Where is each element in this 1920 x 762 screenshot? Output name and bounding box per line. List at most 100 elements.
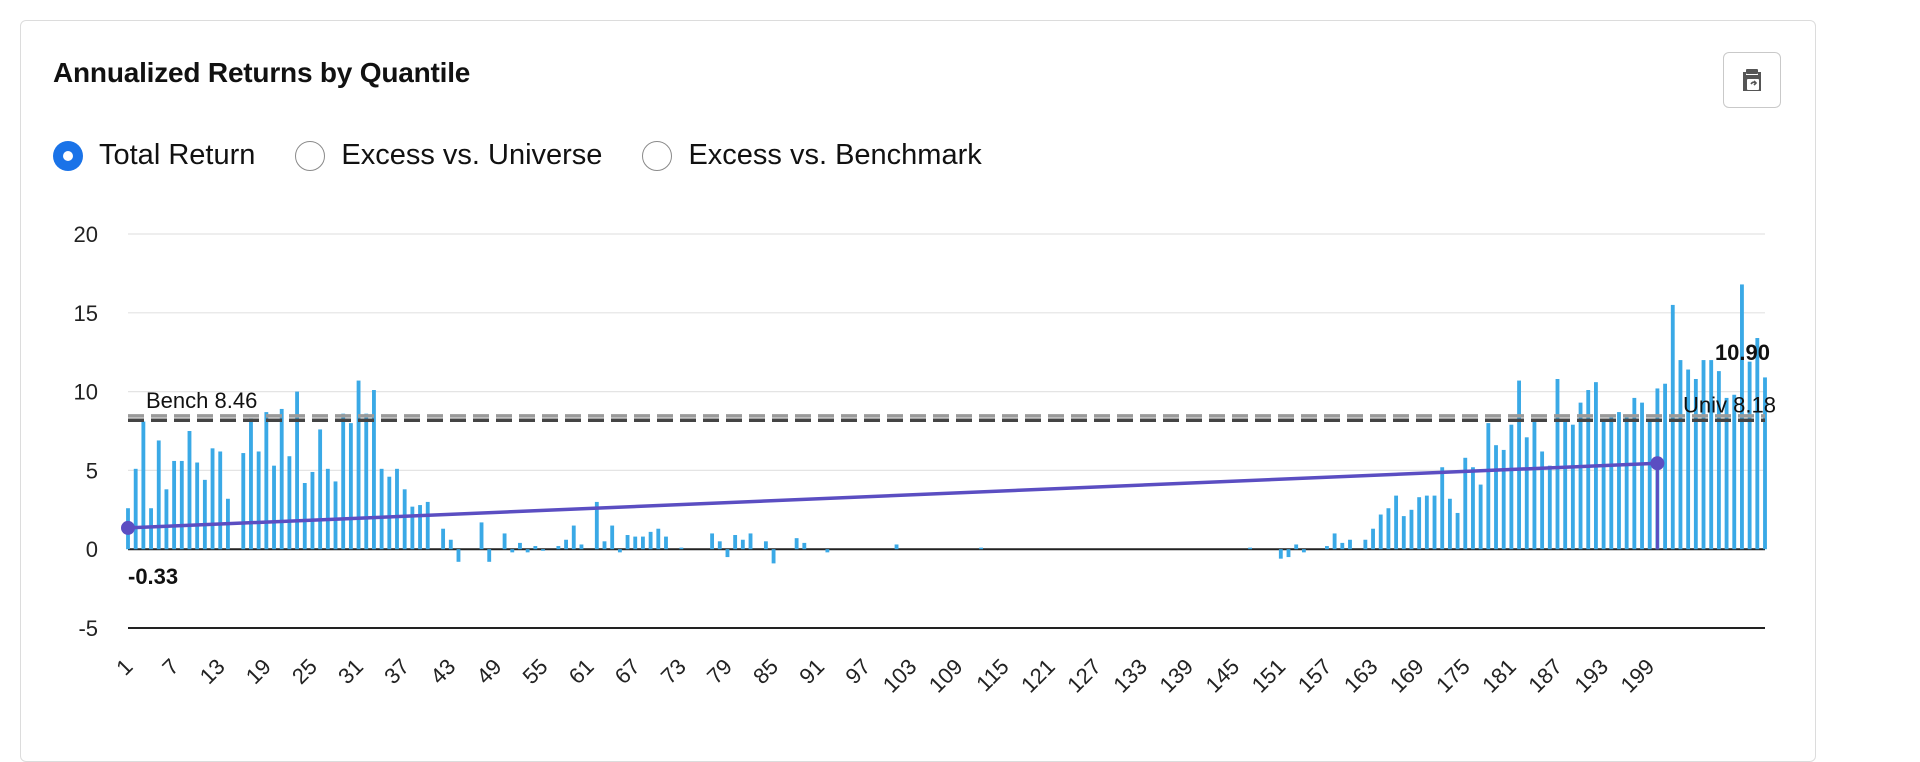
bar — [448, 539, 453, 550]
bench-label: Bench 8.46 — [146, 388, 257, 413]
bar — [710, 533, 715, 550]
radio-label-total-return: Total Return — [99, 139, 256, 171]
bar — [348, 423, 353, 550]
bar — [325, 468, 330, 550]
bar — [164, 489, 169, 550]
bar — [1763, 377, 1767, 550]
bar — [1632, 397, 1637, 550]
x-tick-label: 187 — [1523, 654, 1567, 698]
bar — [1371, 528, 1375, 550]
bar — [579, 544, 584, 550]
x-tick-label: 151 — [1247, 654, 1291, 698]
x-tick-label: 163 — [1339, 654, 1383, 698]
bar — [456, 549, 461, 562]
bar — [679, 547, 684, 550]
bar — [379, 468, 384, 550]
y-tick-label: -5 — [78, 616, 98, 641]
bar — [1601, 419, 1606, 550]
copy-button[interactable] — [1723, 52, 1781, 108]
bar — [1325, 546, 1329, 550]
bar — [1724, 397, 1729, 550]
x-tick-label: 127 — [1062, 654, 1106, 698]
bar — [740, 539, 745, 550]
x-tick-label: 103 — [878, 654, 922, 698]
x-tick-label: 193 — [1569, 654, 1613, 698]
y-tick-label: 5 — [86, 458, 98, 483]
bar — [717, 541, 722, 550]
x-tick-label: 121 — [1016, 654, 1060, 698]
bar — [610, 525, 615, 550]
bar — [794, 538, 799, 550]
x-tick-label: 55 — [518, 654, 553, 689]
bar — [202, 479, 207, 550]
bar — [441, 528, 446, 550]
bar — [210, 448, 215, 550]
bar — [656, 528, 661, 550]
bar — [641, 536, 645, 550]
bar — [402, 489, 407, 550]
bar — [1248, 547, 1252, 550]
bar — [1432, 495, 1437, 550]
bar — [1617, 412, 1621, 550]
bar — [333, 481, 338, 550]
trend-end-point — [1650, 456, 1665, 471]
bar — [1624, 415, 1629, 550]
bar — [1701, 360, 1706, 550]
bar — [156, 440, 161, 550]
bar — [648, 531, 653, 550]
bar — [1640, 402, 1644, 550]
bar — [1401, 516, 1406, 550]
radio-excess-vs-benchmark[interactable]: Excess vs. Benchmark — [642, 139, 982, 172]
radio-dot-excess-vs-benchmark[interactable] — [642, 140, 673, 171]
bar — [195, 462, 200, 550]
bar — [1278, 549, 1283, 559]
radio-excess-vs-universe[interactable]: Excess vs. Universe — [295, 139, 602, 172]
bar — [571, 525, 576, 550]
bar — [141, 421, 146, 550]
x-tick-label: 67 — [610, 654, 645, 689]
bar — [825, 549, 830, 553]
chart-title: Annualized Returns by Quantile — [53, 57, 471, 88]
trend-line — [127, 461, 1658, 530]
x-tick-label: 175 — [1431, 654, 1475, 698]
x-tick-label: 43 — [425, 654, 460, 689]
radio-total-return[interactable]: Total Return — [53, 139, 255, 172]
x-tick-label: 37 — [379, 654, 414, 689]
bar — [1340, 542, 1345, 550]
y-tick-label: 20 — [74, 222, 98, 247]
trend-start-point — [121, 520, 135, 535]
x-tick-label: 25 — [287, 654, 322, 689]
bar — [149, 508, 153, 550]
bar — [625, 535, 630, 550]
bar — [287, 456, 292, 550]
bar — [1478, 484, 1483, 550]
x-tick-label: 7 — [157, 654, 183, 680]
bar — [725, 549, 730, 558]
bar — [1517, 380, 1521, 550]
bar — [1463, 457, 1468, 550]
y-tick-label: 15 — [74, 301, 98, 326]
bar — [133, 468, 138, 550]
bar — [1455, 512, 1460, 550]
bar — [1424, 495, 1429, 550]
x-tick-label: 73 — [656, 654, 691, 689]
bar — [1440, 467, 1445, 550]
bar — [1409, 509, 1414, 550]
x-tick-label: 145 — [1201, 654, 1245, 698]
bar — [1663, 383, 1668, 550]
bar — [1716, 371, 1721, 550]
bar — [1555, 378, 1560, 550]
x-tick-label: 181 — [1477, 654, 1521, 698]
bar — [187, 431, 192, 550]
bar — [502, 533, 507, 550]
bar — [172, 460, 177, 550]
radio-dot-total-return[interactable] — [53, 140, 83, 171]
bar — [318, 429, 323, 550]
bar — [564, 539, 568, 550]
bar — [425, 501, 430, 550]
radio-dot-excess-vs-universe[interactable] — [295, 140, 326, 171]
bar — [617, 549, 622, 553]
bar — [1532, 421, 1537, 550]
bar — [410, 506, 415, 550]
x-tick-label: 61 — [564, 654, 599, 689]
